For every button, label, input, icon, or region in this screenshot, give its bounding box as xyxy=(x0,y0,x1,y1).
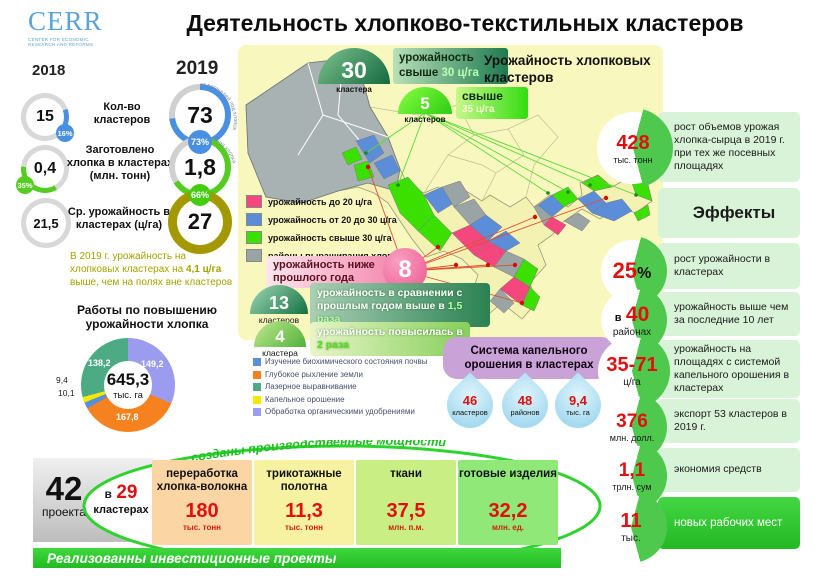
clusters-2019-value: 73 xyxy=(187,101,213,128)
effects-header-box: Эффекты xyxy=(658,188,800,238)
legend-item: Глубокое рыхление земли xyxy=(253,370,433,379)
legend-item: Обработка органическими удобрениями xyxy=(253,408,433,416)
effect-box-25: рост урожайности в кластерах xyxy=(658,243,800,289)
callout-8-text: урожайность ниже прошлого года xyxy=(266,256,388,288)
gauge-clusters-2018: 15 16% xyxy=(21,93,74,142)
page-title: Деятельность хлопково-текстильных класте… xyxy=(186,10,744,36)
legend-swatch-yellow xyxy=(253,395,261,404)
logo-subtitle-line1: CENTER FOR ECONOMIC xyxy=(28,37,89,42)
effect-box-428: рост объемов урожая хлопка-сырца в 2019 … xyxy=(658,112,800,182)
badge-5-unit: кластеров xyxy=(404,115,446,124)
effect-circle-jobs: 11 тыс. xyxy=(595,491,667,563)
column-knitted-fabric: трикотажные полотна 11,3 тыс. тонн xyxy=(254,460,354,545)
slice-label-organic: 149,2 xyxy=(141,359,164,369)
district-borders xyxy=(369,104,559,202)
swatch-blue xyxy=(246,213,262,226)
effect-circle-428: 428 тыс. тонн xyxy=(593,108,673,188)
map-legend-item: урожайность до 20 ц/га xyxy=(246,195,402,208)
cotton-2019-value: 1,8 xyxy=(184,153,216,180)
clusters-2018-value: 15 xyxy=(36,108,54,125)
works-title: Работы по повышению урожайности хлопка xyxy=(76,303,218,332)
drop-clusters: 46 кластеров xyxy=(437,372,503,438)
slice-label-deep: 167,8 xyxy=(116,412,139,422)
effect-box-jobs: новых рабочих мест xyxy=(658,497,800,549)
clusters-2019-share-badge: 73% xyxy=(188,130,212,154)
column-textiles: ткани 37,5 млн. п.м. xyxy=(356,460,456,545)
legend-swatch-lavender xyxy=(253,408,261,416)
slice-label-drip: 9,4 xyxy=(56,375,68,385)
green-dots xyxy=(364,151,638,197)
column-finished-goods: готовые изделия 32,2 млн. ед. xyxy=(458,460,558,545)
cerr-logo: CERR CENTER FOR ECONOMIC RESEARCH AND RE… xyxy=(28,6,103,48)
yield-note: В 2019 г. урожайность на хлопковых класт… xyxy=(70,251,233,288)
donut-total-unit: тыс. га xyxy=(113,389,143,401)
swatch-green xyxy=(246,231,262,244)
map-legend-item: урожайность свыше 30 ц/га xyxy=(246,231,402,244)
slice-label-laser: 138,2 xyxy=(88,358,111,368)
cotton-2018-share-badge: 35% xyxy=(16,176,34,194)
cotton-2018-value: 0,4 xyxy=(33,160,57,177)
works-legend: Изучение биохимического состояния почвы … xyxy=(253,358,433,421)
callout-13-unit: кластеров xyxy=(258,315,300,325)
effect-box-11: экономия средств xyxy=(658,448,800,492)
map-legend-item: районы выращивания хлопка xyxy=(246,249,402,262)
logo-brand-text: CERR xyxy=(28,6,103,36)
yield-2018-value: 21,5 xyxy=(33,215,59,231)
swatch-gray xyxy=(246,249,262,262)
badge-5-text: свыше 35 ц/га xyxy=(456,87,528,119)
drop-districts: 48 районов xyxy=(492,372,558,438)
legend-swatch-green xyxy=(253,383,261,391)
legend-item: Лазерное выравнивание xyxy=(253,383,433,391)
donut-center: 645,3 тыс. га xyxy=(81,338,175,432)
yield-row-label: Ср. урожайность в кластерах (ц/га) xyxy=(67,206,171,232)
map-legend: урожайность до 20 ц/га урожайность от 20… xyxy=(246,195,402,267)
badge-30-unit: кластера xyxy=(336,85,372,94)
legend-item: Изучение биохимического состояния почвы xyxy=(253,358,433,366)
logo-subtitle-line2: RESEARCH AND REFORMS xyxy=(28,42,94,48)
callout-13-text: урожайность в сравнении с прошлым годом … xyxy=(310,283,490,327)
green-callout-lines xyxy=(365,112,637,196)
map-panel: 30 кластера урожайность свыше 30 ц/га 5 … xyxy=(238,45,663,358)
cotton-row-label: Заготовлено хлопка в кластерах (млн. тон… xyxy=(66,144,174,183)
column-cotton-fiber: переработка хлопка-волокна 180 тыс. тонн xyxy=(152,460,252,545)
clusters-2018-share-badge: 16% xyxy=(56,124,74,142)
gauge-yield-2019: 27 xyxy=(168,190,232,254)
legend-swatch-orange xyxy=(253,370,261,379)
gauge-yield-2018: 21,5 xyxy=(21,198,71,248)
projects-count: 42 проекта xyxy=(42,470,86,519)
map-legend-item: урожайность от 20 до 30 ц/га xyxy=(246,213,402,226)
red-dots xyxy=(365,164,609,306)
clusters-row-label: Кол-во кластеров xyxy=(93,101,151,127)
legend-item: Капельное орошение xyxy=(253,395,433,404)
donut-total-value: 645,3 xyxy=(106,369,150,389)
effect-box-376: экспорт 53 кластеров в 2019 г. xyxy=(658,399,800,443)
swatch-pink xyxy=(246,195,262,208)
badge-30-text: урожайность свыше 30 ц/га xyxy=(393,48,508,84)
map-title: Урожайность хлопковых кластеров xyxy=(484,53,651,85)
year-2018-label: 2018 xyxy=(32,62,66,79)
district-clusters xyxy=(341,134,653,314)
cotton-2019-share-badge: 66% xyxy=(189,184,211,206)
clusters-29-label: в 29 кластерах xyxy=(93,482,149,516)
year-2019-label: 2019 xyxy=(176,58,219,79)
investments-banner: Реализованны инвестиционные проекты xyxy=(33,548,561,568)
clusters-arc-caption: от площадей под хлопок xyxy=(200,82,238,131)
callout-4-text: урожайность повысилась в 2 раза xyxy=(310,322,470,356)
effect-box-40: урожайность выше чем за последние 10 лет xyxy=(658,292,800,336)
gauge-cotton-2018: 0,4 35% xyxy=(16,145,69,194)
gauge-clusters-2019: 73 73% xyxy=(169,84,231,154)
effects-header: Эффекты xyxy=(692,203,776,223)
callout-4-unit: кластера xyxy=(262,348,298,358)
yield-2019-value: 27 xyxy=(187,209,213,234)
slice-label-biochem: 10,1 xyxy=(58,388,75,398)
legend-swatch-blue xyxy=(253,358,261,366)
works-donut-chart: 645,3 тыс. га xyxy=(81,338,175,432)
effect-box-35-71: урожайность на площадях с системой капел… xyxy=(658,340,800,398)
